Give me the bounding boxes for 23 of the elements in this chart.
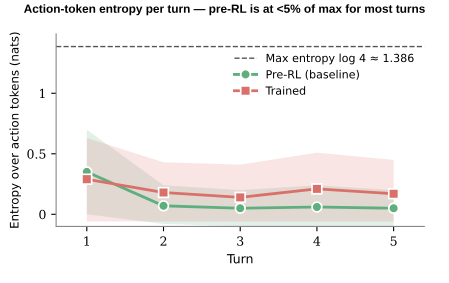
legend-label: Trained <box>266 86 306 95</box>
point <box>388 202 400 214</box>
point <box>158 186 170 198</box>
x-tick-label: 3 <box>237 236 244 246</box>
legend-label: Pre-RL (baseline) <box>266 70 359 80</box>
point <box>81 174 93 185</box>
y-axis-title: Entropy over action tokens (nats) <box>10 32 21 228</box>
x-tick-label: 2 <box>160 236 166 246</box>
point <box>311 183 323 195</box>
point <box>234 202 246 214</box>
x-tick-label: 4 <box>313 236 320 246</box>
y-tick-label: 0.5 <box>27 149 46 159</box>
point <box>388 188 400 200</box>
x-tick-label: 5 <box>390 236 397 246</box>
chart-title: Action-token entropy per turn — pre-RL is at <5% of max for most turns <box>24 4 425 16</box>
point <box>311 201 323 213</box>
y-tick-label: 0 <box>39 210 46 220</box>
legend-label: Max entropy log 4 ≈ 1.386 <box>266 54 414 64</box>
y-tick-label: 1 <box>40 88 45 98</box>
x-tick-label: 1 <box>84 236 90 246</box>
point <box>234 192 246 204</box>
x-axis-title: Turn <box>226 254 252 264</box>
point <box>158 200 170 212</box>
